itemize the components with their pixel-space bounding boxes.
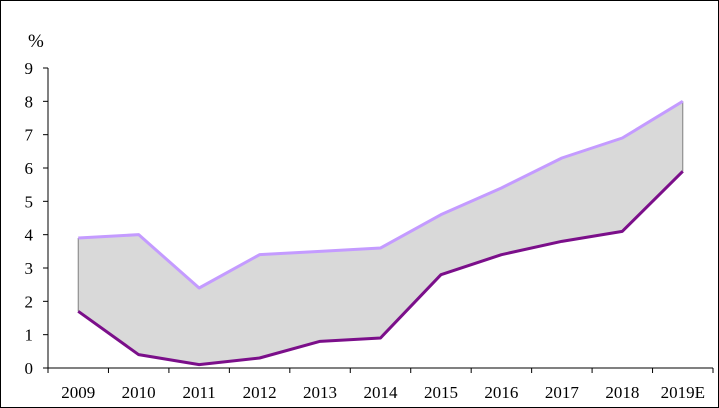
x-tick-label: 2016 (484, 383, 518, 402)
y-tick-label: 9 (25, 59, 34, 78)
range-band-edges (77, 101, 684, 312)
x-tick-label: 2015 (424, 383, 458, 402)
x-tick-label: 2010 (122, 383, 156, 402)
y-tick-label: 6 (25, 159, 34, 178)
y-tick-label: 0 (25, 359, 34, 378)
x-tick-label: 2014 (364, 383, 399, 402)
y-tick-label: 8 (25, 92, 34, 111)
y-axis-unit-label: % (28, 31, 44, 52)
x-tick-label: 2019E (661, 383, 705, 402)
range-band (78, 101, 683, 365)
x-tick-label: 2013 (303, 383, 337, 402)
axes: 0 1 2 3 4 5 6 7 8 9 2009 2010 2011 2012 2013 2014 2015 20… (25, 59, 714, 402)
y-tick-label: 4 (25, 226, 34, 245)
y-tick-label: 3 (25, 259, 34, 278)
x-tick-label: 2009 (61, 383, 95, 402)
y-tick-label: 7 (25, 126, 34, 145)
y-tick-label: 1 (25, 326, 34, 345)
x-tick-label: 2011 (182, 383, 215, 402)
x-tick-label: 2018 (605, 383, 639, 402)
y-tick-label: 5 (25, 192, 34, 211)
upper-series-line (78, 100, 684, 290)
x-tick-label: 2012 (243, 383, 277, 402)
y-tick-label: 2 (25, 292, 34, 311)
lower-series-line (77, 170, 684, 367)
x-tick-label: 2017 (545, 383, 580, 402)
